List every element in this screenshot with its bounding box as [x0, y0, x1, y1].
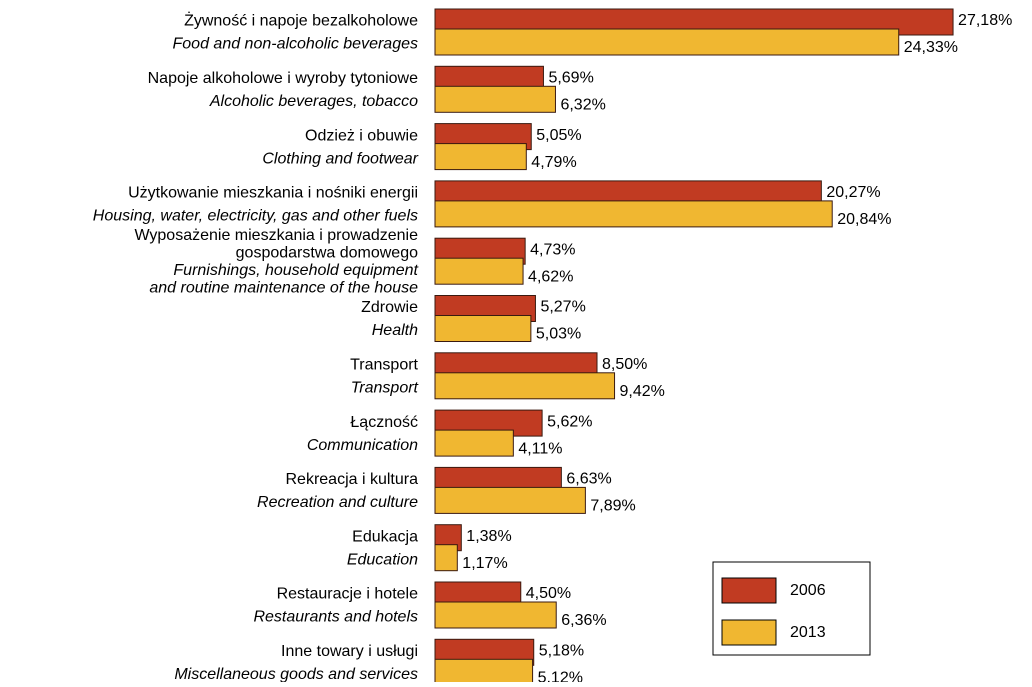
- category-label: Rekreacja i kultura: [286, 471, 419, 488]
- category-label: and routine maintenance of the house: [149, 280, 418, 297]
- value-label: 9,42%: [620, 383, 665, 400]
- bar: [434, 601, 557, 629]
- value-label: 1,17%: [462, 555, 507, 572]
- category-label: Transport: [350, 357, 418, 374]
- bar: [434, 257, 524, 285]
- value-label: 1,38%: [466, 528, 511, 545]
- value-label: 5,18%: [539, 643, 584, 660]
- bar: [434, 372, 616, 400]
- value-label: 5,69%: [548, 70, 593, 87]
- bar: [434, 143, 527, 171]
- value-label: 4,50%: [526, 585, 571, 602]
- category-label: Odzież i obuwie: [305, 127, 418, 144]
- value-label: 20,27%: [826, 184, 880, 201]
- category-label: Zdrowie: [361, 299, 418, 316]
- value-label: 5,05%: [536, 127, 581, 144]
- category-label: Education: [347, 551, 418, 568]
- category-label: Health: [372, 322, 418, 339]
- category-label: Alcoholic beverages, tobacco: [209, 93, 418, 110]
- value-label: 20,84%: [837, 211, 891, 228]
- value-label: 27,18%: [958, 12, 1012, 29]
- category-label: Transport: [351, 380, 419, 397]
- value-label: 5,12%: [538, 670, 583, 682]
- category-label: Użytkowanie mieszkania i nośniki energii: [128, 185, 418, 202]
- legend-label: 2013: [790, 624, 826, 641]
- category-label: Miscellaneous goods and services: [174, 666, 418, 682]
- category-label: Food and non-alcoholic beverages: [173, 36, 419, 53]
- bar: [434, 315, 532, 342]
- value-label: 5,27%: [540, 299, 585, 316]
- bar: [434, 486, 586, 514]
- category-label: Clothing and footwear: [262, 150, 418, 167]
- value-label: 6,32%: [560, 97, 605, 114]
- value-label: 5,03%: [536, 326, 581, 343]
- value-label: 24,33%: [904, 39, 958, 56]
- bar: [434, 200, 833, 228]
- value-label: 4,79%: [531, 154, 576, 171]
- value-label: 7,89%: [590, 498, 635, 515]
- value-label: 4,73%: [530, 241, 575, 258]
- category-label: Wyposażenie mieszkania i prowadzenie: [134, 227, 418, 244]
- bar: [434, 85, 556, 113]
- category-label: Żywność i napoje bezalkoholowe: [184, 11, 418, 30]
- category-label: Łączność: [350, 414, 418, 431]
- category-label: Recreation and culture: [257, 494, 418, 511]
- value-label: 5,62%: [547, 413, 592, 430]
- bar: [434, 28, 900, 56]
- category-label: Restaurants and hotels: [253, 609, 418, 626]
- category-label: Furnishings, household equipment: [173, 262, 418, 279]
- legend-label: 2006: [790, 582, 826, 599]
- category-label: gospodarstwa domowego: [236, 245, 418, 262]
- category-label: Inne towary i usługi: [281, 643, 418, 660]
- value-label: 4,62%: [528, 268, 573, 285]
- category-label: Edukacja: [352, 528, 418, 545]
- bar: [434, 658, 534, 686]
- legend-swatch: [721, 577, 777, 604]
- category-label: Restauracje i hotele: [277, 586, 419, 603]
- bar: [434, 429, 514, 457]
- category-label: Housing, water, electricity, gas and oth…: [93, 208, 418, 225]
- value-label: 6,36%: [561, 612, 606, 629]
- category-label: Communication: [307, 437, 418, 454]
- value-label: 8,50%: [602, 356, 647, 373]
- category-label: Napoje alkoholowe i wyroby tytoniowe: [148, 70, 418, 87]
- value-label: 4,11%: [518, 440, 562, 457]
- value-label: 6,63%: [566, 471, 611, 488]
- bar: [434, 544, 458, 572]
- legend-swatch: [721, 619, 777, 646]
